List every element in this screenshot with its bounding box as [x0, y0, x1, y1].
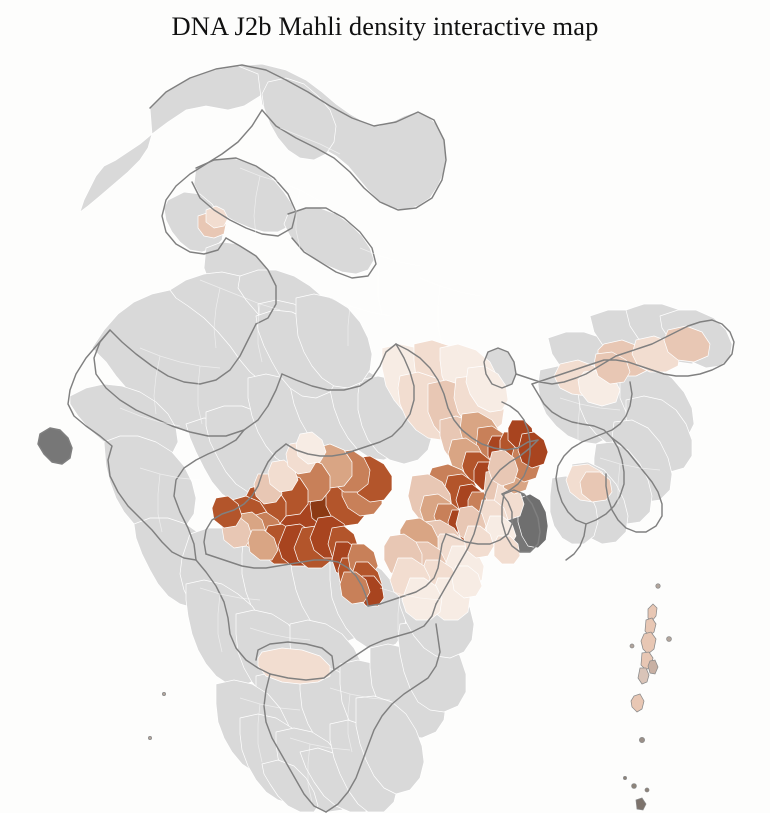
india-choropleth-map[interactable]: [0, 48, 770, 813]
valued-districts[interactable]: [148, 206, 710, 810]
lakshadweep-dot: [162, 692, 165, 695]
district-mesh: [120, 128, 660, 802]
andaman-nicobar-islands[interactable]: [623, 584, 671, 810]
map-svg[interactable]: [0, 48, 770, 813]
lakshadweep-dot: [148, 736, 151, 739]
page-title: DNA J2b Mahli density interactive map: [171, 11, 599, 41]
state-borders: [38, 65, 734, 812]
